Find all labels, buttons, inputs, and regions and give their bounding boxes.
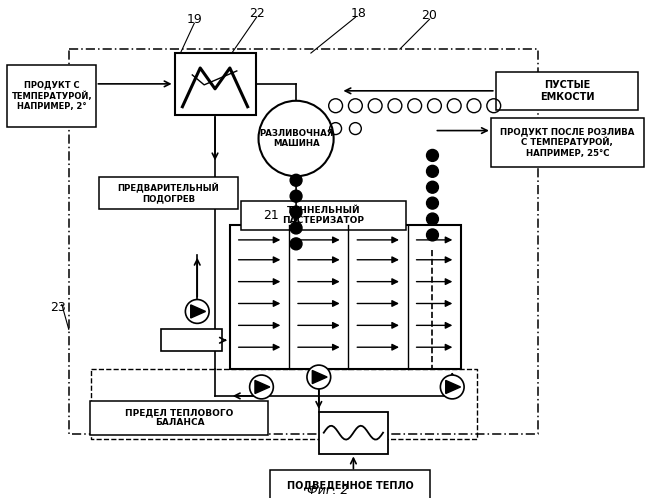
Text: ТУННЕЛЬНЫЙ
ПАСТЕРИЗАТОР: ТУННЕЛЬНЫЙ ПАСТЕРИЗАТОР <box>283 206 364 225</box>
Text: 22: 22 <box>249 7 264 20</box>
Polygon shape <box>446 380 460 394</box>
Text: ПРОДУКТ ПОСЛЕ РОЗЛИВА
С ТЕМПЕРАТУРОЙ,
НАПРИМЕР, 25°С: ПРОДУКТ ПОСЛЕ РОЗЛИВА С ТЕМПЕРАТУРОЙ, НА… <box>500 128 634 158</box>
Circle shape <box>250 375 273 399</box>
Text: РАЗЛИВОЧНАЯ
МАШИНА: РАЗЛИВОЧНАЯ МАШИНА <box>259 129 334 148</box>
Circle shape <box>426 229 438 241</box>
Circle shape <box>426 166 438 177</box>
Circle shape <box>290 190 302 202</box>
Circle shape <box>290 174 302 186</box>
Circle shape <box>426 197 438 209</box>
Bar <box>175 53 256 114</box>
Text: ПРОДУКТ С
ТЕМПЕРАТУРОЙ,
НАПРИМЕР, 2°: ПРОДУКТ С ТЕМПЕРАТУРОЙ, НАПРИМЕР, 2° <box>12 80 92 111</box>
FancyBboxPatch shape <box>90 401 268 434</box>
FancyBboxPatch shape <box>490 118 644 168</box>
Bar <box>318 412 388 454</box>
FancyBboxPatch shape <box>99 178 238 209</box>
Circle shape <box>307 365 331 389</box>
Circle shape <box>290 206 302 218</box>
Text: ПРЕДЕЛ ТЕПЛОВОГО
БАЛАНСА: ПРЕДЕЛ ТЕПЛОВОГО БАЛАНСА <box>126 408 233 428</box>
Text: 19: 19 <box>186 13 202 26</box>
Polygon shape <box>313 370 327 384</box>
Bar <box>161 330 222 351</box>
Circle shape <box>426 213 438 225</box>
Circle shape <box>290 222 302 234</box>
Text: 20: 20 <box>422 9 438 22</box>
Circle shape <box>440 375 464 399</box>
Circle shape <box>258 101 334 176</box>
Text: 21: 21 <box>264 208 279 222</box>
Circle shape <box>290 238 302 250</box>
Circle shape <box>426 150 438 162</box>
Polygon shape <box>191 305 205 318</box>
FancyBboxPatch shape <box>7 65 96 126</box>
FancyBboxPatch shape <box>241 201 405 230</box>
Text: ПОДВЕДЕННОЕ ТЕПЛО: ПОДВЕДЕННОЕ ТЕПЛО <box>287 480 414 490</box>
Text: Фиг. 2: Фиг. 2 <box>307 484 349 497</box>
Text: 18: 18 <box>351 7 366 20</box>
Bar <box>230 225 461 369</box>
Circle shape <box>426 182 438 193</box>
FancyBboxPatch shape <box>270 470 430 500</box>
Polygon shape <box>255 380 270 394</box>
Text: ПУСТЫЕ
ЕМКОСТИ: ПУСТЫЕ ЕМКОСТИ <box>540 80 594 102</box>
Text: 23: 23 <box>50 301 66 314</box>
FancyBboxPatch shape <box>496 72 638 110</box>
Text: ПРЕДВАРИТЕЛЬНЫЙ
ПОДОГРЕВ: ПРЕДВАРИТЕЛЬНЫЙ ПОДОГРЕВ <box>118 183 220 204</box>
Circle shape <box>185 300 209 324</box>
